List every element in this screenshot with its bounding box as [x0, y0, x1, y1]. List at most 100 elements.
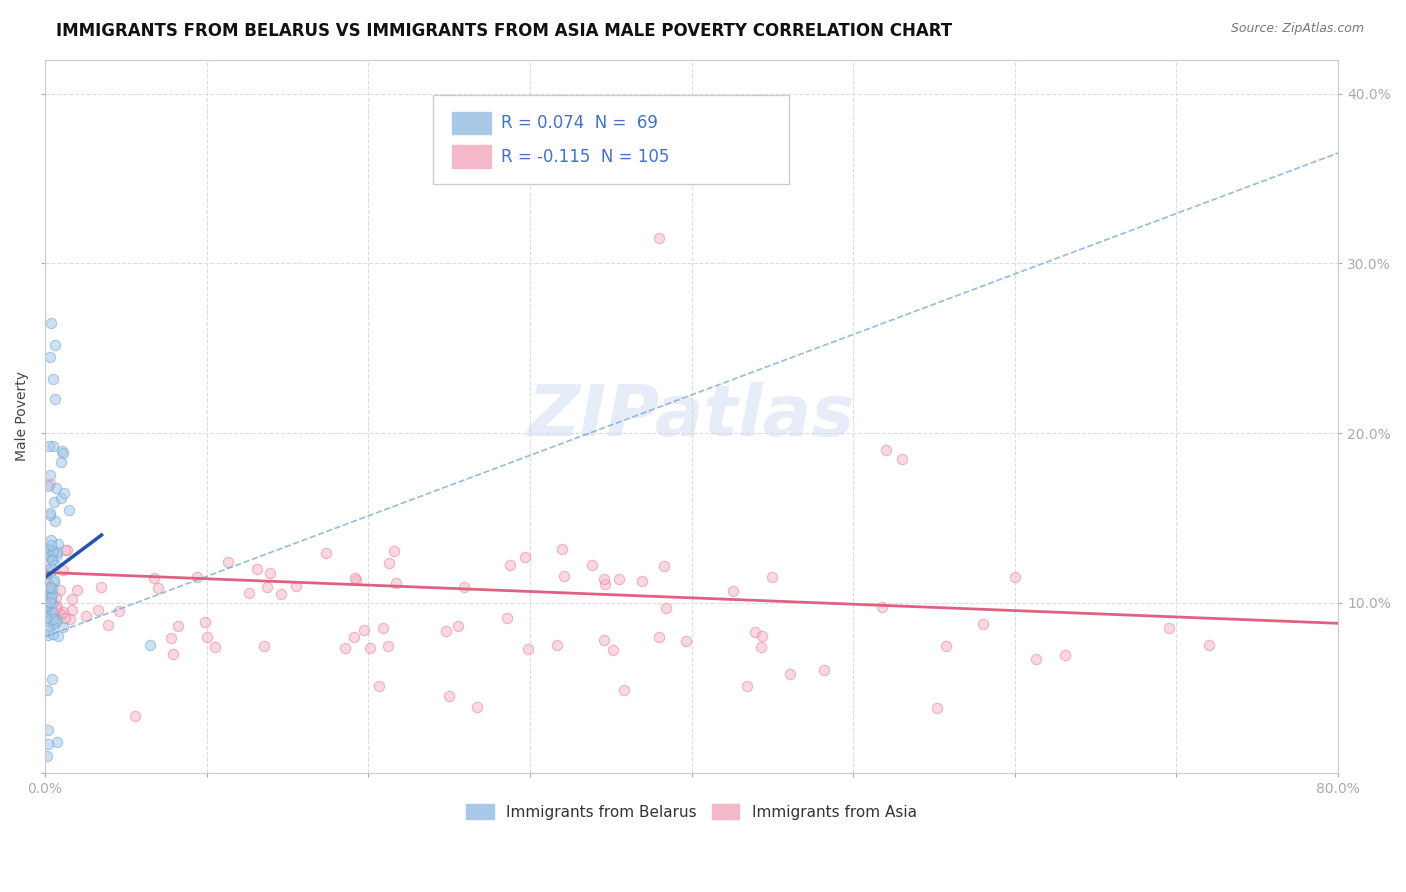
- Point: [45, 549, 67, 563]
- Point: [259, 566, 281, 580]
- Point: [42, 372, 65, 386]
- Point: [162, 647, 184, 661]
- Point: [39, 533, 62, 548]
- Point: [86, 603, 108, 617]
- Point: [44, 392, 66, 407]
- Point: [744, 624, 766, 639]
- Point: [35, 590, 58, 604]
- Point: [124, 709, 146, 723]
- Point: [551, 541, 574, 556]
- Text: R = 0.074  N =  69: R = 0.074 N = 69: [502, 114, 658, 132]
- Point: [343, 570, 366, 584]
- Point: [51, 444, 73, 458]
- Point: [256, 580, 278, 594]
- Point: [42, 612, 65, 626]
- Point: [46, 599, 69, 614]
- Point: [655, 601, 678, 615]
- Point: [35, 682, 58, 697]
- Point: [38, 594, 60, 608]
- Point: [38, 543, 60, 558]
- Point: [875, 443, 897, 458]
- Point: [45, 615, 67, 629]
- Point: [238, 586, 260, 600]
- Point: [35, 580, 58, 594]
- Point: [194, 615, 217, 629]
- Point: [186, 570, 208, 584]
- Point: [437, 690, 460, 704]
- Point: [721, 584, 744, 599]
- Point: [53, 485, 76, 500]
- Point: [167, 619, 190, 633]
- Point: [465, 700, 488, 714]
- Point: [38, 581, 60, 595]
- Point: [37, 723, 59, 738]
- Point: [38, 594, 60, 608]
- Point: [37, 542, 59, 557]
- Point: [52, 605, 75, 619]
- Point: [41, 627, 63, 641]
- Point: [62, 592, 84, 607]
- Point: [45, 591, 67, 605]
- Point: [359, 640, 381, 655]
- Point: [49, 455, 72, 469]
- Point: [35, 748, 58, 763]
- Point: [546, 638, 568, 652]
- Point: [602, 643, 624, 657]
- Point: [761, 570, 783, 584]
- Point: [41, 587, 63, 601]
- Point: [253, 639, 276, 653]
- Point: [49, 491, 72, 505]
- Point: [45, 613, 67, 627]
- Point: [377, 556, 399, 570]
- Point: [631, 574, 654, 589]
- Point: [37, 574, 59, 589]
- Point: [46, 537, 69, 551]
- Point: [44, 573, 66, 587]
- Legend: Immigrants from Belarus, Immigrants from Asia: Immigrants from Belarus, Immigrants from…: [460, 797, 922, 826]
- Point: [581, 558, 603, 572]
- Point: [1198, 639, 1220, 653]
- Point: [648, 630, 671, 644]
- Point: [749, 640, 772, 655]
- Point: [58, 502, 80, 516]
- Point: [66, 583, 89, 598]
- Point: [44, 514, 66, 528]
- Point: [593, 632, 616, 647]
- Point: [353, 623, 375, 637]
- Point: [59, 612, 82, 626]
- Point: [35, 610, 58, 624]
- Point: [139, 639, 162, 653]
- Point: [367, 679, 389, 693]
- Point: [41, 596, 63, 610]
- Point: [346, 573, 368, 587]
- Point: [612, 683, 634, 698]
- Point: [972, 617, 994, 632]
- Point: [592, 572, 614, 586]
- Point: [60, 602, 83, 616]
- Point: [495, 611, 517, 625]
- Point: [39, 591, 62, 605]
- Point: [648, 231, 671, 245]
- Point: [41, 538, 63, 552]
- Point: [499, 558, 522, 572]
- Point: [38, 508, 60, 522]
- Point: [38, 583, 60, 598]
- Point: [35, 600, 58, 615]
- Bar: [453, 112, 491, 135]
- Point: [385, 575, 408, 590]
- Point: [35, 554, 58, 568]
- Point: [37, 737, 59, 751]
- Point: [1025, 652, 1047, 666]
- Point: [1004, 570, 1026, 584]
- Point: [45, 545, 67, 559]
- Point: [195, 630, 218, 644]
- Point: [927, 701, 949, 715]
- FancyBboxPatch shape: [433, 95, 789, 185]
- Point: [41, 552, 63, 566]
- Point: [1157, 621, 1180, 635]
- Text: IMMIGRANTS FROM BELARUS VS IMMIGRANTS FROM ASIA MALE POVERTY CORRELATION CHART: IMMIGRANTS FROM BELARUS VS IMMIGRANTS FR…: [56, 22, 952, 40]
- Point: [39, 506, 62, 520]
- Point: [315, 546, 337, 560]
- Point: [56, 543, 79, 558]
- Point: [142, 571, 165, 585]
